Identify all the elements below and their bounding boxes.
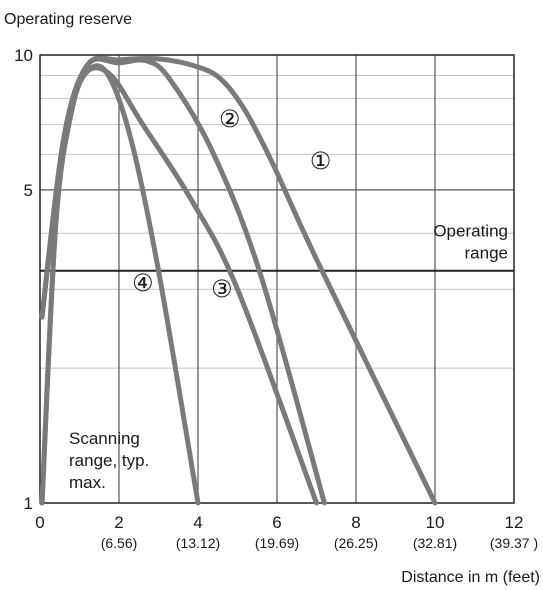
scanning-range-label: range, typ. (69, 451, 149, 470)
x-tick-label: 4 (193, 513, 202, 532)
series-layer (39, 55, 438, 506)
x-tick-label: 6 (272, 513, 281, 532)
x-tick-label: 2 (114, 513, 123, 532)
operating-range-label: Operating (433, 222, 508, 241)
x-tick-sublabel: (26.25) (334, 535, 378, 551)
y-tick-label: 10 (14, 46, 33, 65)
scanning-range-label: max. (69, 473, 106, 492)
series-label-3: ③ (211, 276, 233, 303)
scanning-range-label: Scanning (69, 429, 140, 448)
label-layer: 0 2 (6.56) 4 (13.12) 6 (19.69) 8 (26.25) 10 (32.81… (14, 46, 538, 551)
series-line-4 (39, 63, 201, 506)
x-axis-title: Distance in m (feet) (401, 569, 540, 586)
x-tick-label: 12 (505, 513, 524, 532)
x-tick-sublabel: (13.12) (176, 535, 220, 551)
grid-layer (39, 54, 515, 504)
series-label-1: ① (310, 148, 332, 175)
plot-frame (39, 54, 515, 504)
x-tick-sublabel: (19.69) (255, 535, 299, 551)
y-axis-title: Operating reserve (4, 11, 132, 28)
series-label-2: ② (219, 106, 241, 133)
x-tick-sublabel: (6.56) (101, 535, 138, 551)
x-tick-sublabel: (39.37 ) (490, 535, 538, 551)
y-tick-label: 5 (24, 181, 33, 200)
operating-range-label: range (465, 244, 508, 263)
x-tick-label: 8 (351, 513, 360, 532)
x-tick-label: 10 (426, 513, 445, 532)
x-tick-sublabel: (32.81) (413, 535, 457, 551)
series-label-4: ④ (132, 270, 154, 297)
x-tick-label: 0 (35, 513, 44, 532)
y-tick-label: 1 (24, 494, 33, 513)
